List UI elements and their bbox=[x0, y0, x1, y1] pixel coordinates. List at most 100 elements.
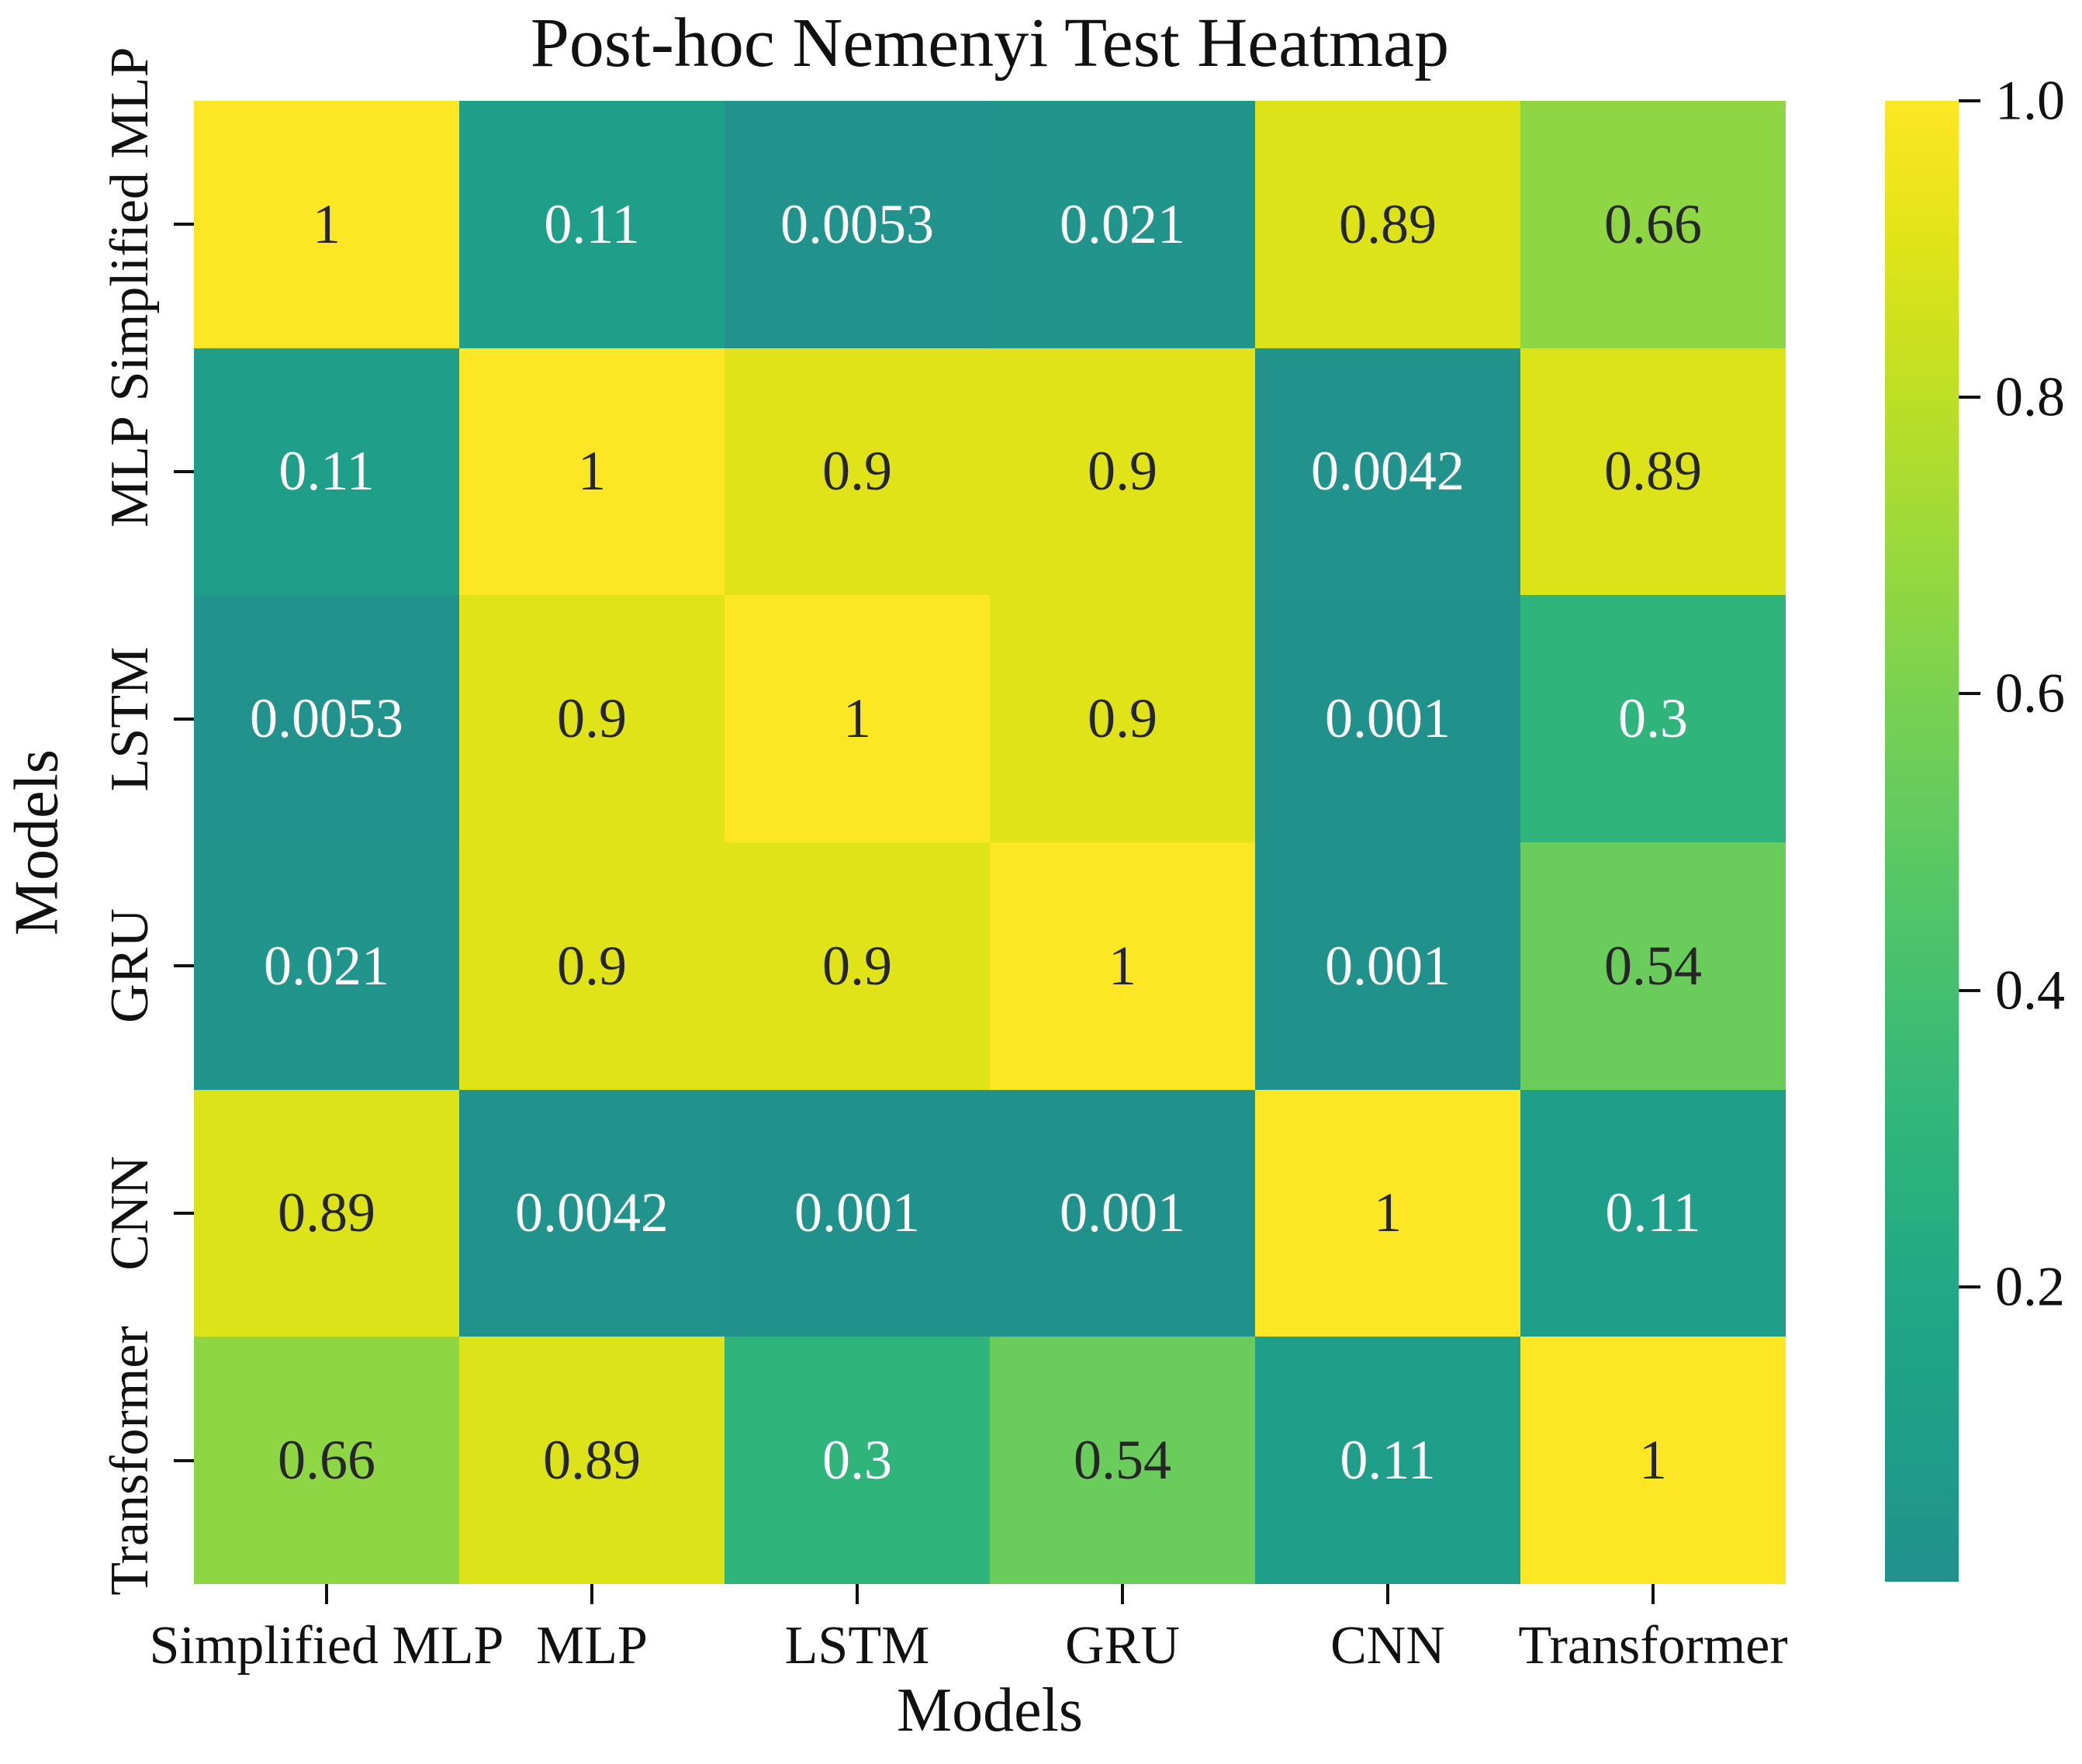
heatmap-cell: 1 bbox=[459, 348, 725, 596]
cell-value: 0.021 bbox=[1060, 192, 1185, 255]
cell-value: 0.11 bbox=[544, 192, 640, 255]
y-tick-label: MLP bbox=[100, 416, 160, 527]
cell-value: 0.001 bbox=[1325, 687, 1451, 750]
heatmap-cell: 0.66 bbox=[194, 1337, 459, 1584]
cell-value: 0.9 bbox=[822, 440, 892, 503]
heatmap-cell: 0.11 bbox=[1255, 1337, 1520, 1584]
y-tick-label: Simplified MLP bbox=[100, 47, 160, 402]
heatmap-cell: 0.54 bbox=[1520, 842, 1786, 1090]
tick-mark bbox=[1959, 692, 1980, 696]
tick-mark bbox=[325, 1584, 328, 1604]
cell-value: 1 bbox=[1374, 1181, 1402, 1244]
heatmap-cell: 0.9 bbox=[990, 595, 1255, 842]
y-axis-label: Models bbox=[2, 749, 71, 936]
heatmap-cell: 0.021 bbox=[194, 842, 459, 1090]
heatmap-cell: 0.9 bbox=[725, 348, 990, 596]
cell-value: 0.89 bbox=[543, 1429, 641, 1492]
cell-value: 0.66 bbox=[1604, 192, 1702, 255]
cell-value: 1 bbox=[1108, 934, 1136, 997]
cell-value: 0.0042 bbox=[1311, 440, 1465, 503]
colorbar-tick-label: 0.4 bbox=[1995, 959, 2065, 1022]
cell-value: 0.021 bbox=[264, 934, 389, 997]
tick-mark bbox=[1651, 1584, 1655, 1604]
heatmap-cell: 0.001 bbox=[1255, 842, 1520, 1090]
heatmap-cell: 0.66 bbox=[1520, 101, 1786, 348]
tick-mark bbox=[1959, 396, 1980, 399]
cell-value: 0.54 bbox=[1074, 1429, 1171, 1492]
heatmap-cell: 1 bbox=[725, 595, 990, 842]
tick-mark bbox=[174, 717, 194, 721]
cell-value: 0.3 bbox=[822, 1429, 892, 1492]
cell-value: 0.3 bbox=[1618, 687, 1688, 750]
tick-mark bbox=[856, 1584, 859, 1604]
heatmap-cell: 0.0042 bbox=[1255, 348, 1520, 596]
heatmap-cell: 0.3 bbox=[725, 1337, 990, 1584]
x-tick-label: MLP bbox=[536, 1616, 648, 1676]
heatmap-cell: 0.11 bbox=[1520, 1089, 1786, 1337]
x-tick-label: CNN bbox=[1330, 1616, 1445, 1676]
cell-value: 0.9 bbox=[1088, 687, 1157, 750]
heatmap-cell: 0.89 bbox=[459, 1337, 725, 1584]
tick-mark bbox=[174, 964, 194, 968]
cell-value: 0.11 bbox=[1340, 1429, 1436, 1492]
cell-value: 1 bbox=[313, 192, 341, 255]
cell-value: 0.9 bbox=[1088, 440, 1157, 503]
cell-value: 0.9 bbox=[822, 934, 892, 997]
cell-value: 0.89 bbox=[278, 1181, 375, 1244]
tick-mark bbox=[174, 1212, 194, 1215]
cell-value: 0.54 bbox=[1604, 934, 1702, 997]
heatmap-cell: 0.9 bbox=[459, 842, 725, 1090]
cell-value: 0.11 bbox=[1605, 1181, 1701, 1244]
heatmap-cell: 0.021 bbox=[990, 101, 1255, 348]
heatmap-cell: 0.11 bbox=[459, 101, 725, 348]
cell-value: 0.89 bbox=[1339, 192, 1437, 255]
chart-title: Post-hoc Nemenyi Test Heatmap bbox=[530, 5, 1450, 81]
heatmap-cell: 0.54 bbox=[990, 1337, 1255, 1584]
x-axis-label: Models bbox=[897, 1676, 1083, 1745]
tick-mark bbox=[590, 1584, 593, 1604]
heatmap-cell: 1 bbox=[194, 101, 459, 348]
colorbar-tick-label: 0.8 bbox=[1995, 365, 2065, 428]
x-tick-label: Simplified MLP bbox=[149, 1616, 504, 1676]
x-tick-label: GRU bbox=[1065, 1616, 1180, 1676]
tick-mark bbox=[174, 470, 194, 473]
cell-value: 1 bbox=[578, 440, 606, 503]
heatmap-cell: 0.11 bbox=[194, 348, 459, 596]
heatmap-cell: 0.89 bbox=[1520, 348, 1786, 596]
heatmap-grid: 1 0.11 0.0053 0.021 0.89 0.66 0.11 1 0.9 0.9 0.004… bbox=[194, 101, 1786, 1584]
y-tick-label: Transformer bbox=[100, 1325, 160, 1596]
heatmap-cell: 0.001 bbox=[1255, 595, 1520, 842]
heatmap-cell: 0.0053 bbox=[194, 595, 459, 842]
heatmap-cell: 1 bbox=[990, 842, 1255, 1090]
heatmap-cell: 0.9 bbox=[725, 842, 990, 1090]
heatmap-cell: 0.89 bbox=[194, 1089, 459, 1337]
heatmap-cell: 0.001 bbox=[990, 1089, 1255, 1337]
tick-mark bbox=[1959, 99, 1980, 102]
heatmap-cell: 0.3 bbox=[1520, 595, 1786, 842]
cell-value: 0.0053 bbox=[250, 687, 403, 750]
heatmap-cell: 0.0042 bbox=[459, 1089, 725, 1337]
cell-value: 0.89 bbox=[1604, 440, 1702, 503]
colorbar-tick-label: 0.2 bbox=[1995, 1255, 2065, 1318]
heatmap-cell: 0.89 bbox=[1255, 101, 1520, 348]
colorbar-tick-label: 0.6 bbox=[1995, 662, 2065, 725]
tick-mark bbox=[174, 1458, 194, 1462]
heatmap-cell: 0.9 bbox=[459, 595, 725, 842]
tick-mark bbox=[1959, 1285, 1980, 1288]
tick-mark bbox=[1959, 988, 1980, 992]
cell-value: 0.66 bbox=[278, 1429, 375, 1492]
tick-mark bbox=[1386, 1584, 1389, 1604]
heatmap-cell: 1 bbox=[1520, 1337, 1786, 1584]
cell-value: 0.9 bbox=[557, 934, 627, 997]
cell-value: 0.9 bbox=[557, 687, 627, 750]
heatmap-cell: 1 bbox=[1255, 1089, 1520, 1337]
x-tick-label: LSTM bbox=[784, 1616, 930, 1676]
tick-mark bbox=[174, 223, 194, 227]
cell-value: 0.0053 bbox=[780, 192, 934, 255]
y-tick-label: LSTM bbox=[100, 646, 160, 792]
tick-mark bbox=[1121, 1584, 1124, 1604]
y-tick-label: CNN bbox=[100, 1156, 160, 1271]
x-tick-label: Transformer bbox=[1518, 1616, 1788, 1676]
cell-value: 0.0042 bbox=[515, 1181, 669, 1244]
heatmap-cell: 0.9 bbox=[990, 348, 1255, 596]
